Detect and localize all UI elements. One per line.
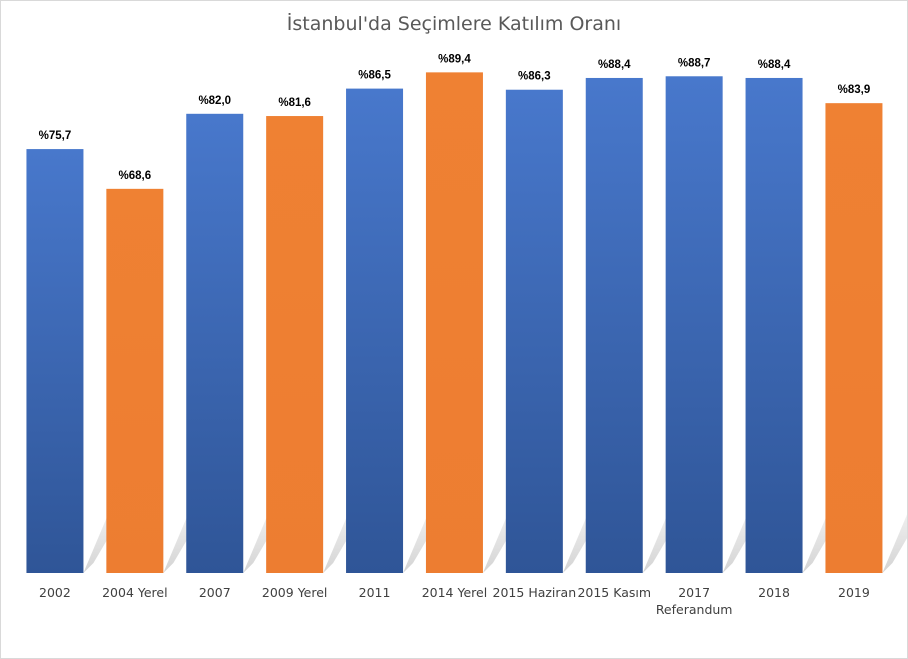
data-label: %88,4 <box>598 59 631 71</box>
chart-title: İstanbul'da Seçimlere Katılım Oranı <box>286 13 622 35</box>
data-label: %75,7 <box>39 130 72 142</box>
x-axis-tick-labels: 2002 2004 Yerel 2007 2009 Yerel 2011 2014 Yer… <box>39 585 870 617</box>
x-tick-label: 2002 <box>39 585 71 600</box>
bar <box>186 113 244 574</box>
data-labels: %75,7 %68,6 %82,0 %81,6 %86,5 %89,4 %86,3 %88,4… <box>39 53 871 181</box>
x-tick-label: 2019 <box>838 585 870 600</box>
x-tick-label: 2014 Yerel <box>422 585 487 600</box>
data-label: %86,5 <box>358 70 391 82</box>
bar-shadow <box>882 514 907 573</box>
x-tick-label: 2009 Yerel <box>262 585 327 600</box>
bar <box>346 88 404 573</box>
bar <box>266 116 324 573</box>
x-tick-label: 2017 <box>678 585 710 600</box>
bar <box>585 77 643 574</box>
x-tick-label: 2004 Yerel <box>102 585 167 600</box>
data-label: %88,4 <box>758 59 791 71</box>
x-tick-label: 2015 Kasım <box>577 585 651 600</box>
data-label: %88,7 <box>678 57 711 69</box>
x-tick-label: Referandum <box>656 602 733 617</box>
x-tick-label: 2018 <box>758 585 790 600</box>
bar <box>26 149 84 573</box>
x-tick-label: 2011 <box>359 585 391 600</box>
data-label: %68,6 <box>119 170 152 182</box>
x-tick-label: 2007 <box>199 585 231 600</box>
data-label: %82,0 <box>198 95 231 107</box>
bar <box>106 188 164 573</box>
data-label: %89,4 <box>438 53 471 65</box>
bar <box>505 89 563 573</box>
bars <box>26 72 883 574</box>
x-tick-label: 2015 Haziran <box>493 585 577 600</box>
bar <box>745 77 803 574</box>
data-label: %83,9 <box>838 84 871 96</box>
data-label: %81,6 <box>278 97 311 109</box>
bar <box>665 76 723 573</box>
data-label: %86,3 <box>518 71 551 83</box>
bar <box>425 72 483 574</box>
bar <box>825 103 883 573</box>
